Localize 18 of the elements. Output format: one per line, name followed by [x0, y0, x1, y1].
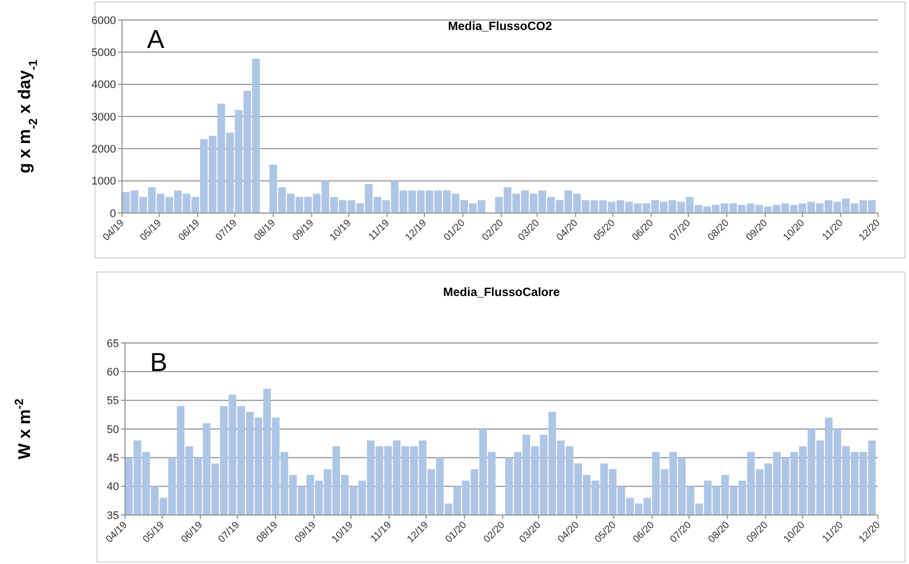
y-tick-label: 0	[110, 208, 116, 220]
y-tick-label: 60	[106, 366, 119, 379]
y-tick-label: 5000	[92, 47, 116, 60]
y-tick-label: 1000	[92, 176, 116, 188]
y-tick-label: 2000	[92, 144, 116, 156]
y-tick-label: 4000	[92, 79, 116, 92]
y-tick-label: 3000	[92, 111, 116, 124]
y-tick-label: 40	[106, 481, 119, 494]
y-tick-label: 35	[106, 510, 119, 522]
chart-title: Media_FlussoCalore	[443, 285, 560, 299]
annotation: B	[150, 347, 168, 377]
annotation: A	[147, 24, 165, 54]
y-tick-label: 55	[106, 395, 119, 408]
y-tick-label: 65	[106, 338, 119, 350]
y-tick-label: 6000	[92, 14, 116, 27]
y-tick-label: 50	[106, 424, 119, 436]
chart-title: Media_FlussoCO2	[448, 19, 552, 33]
y-tick-label: 45	[106, 452, 119, 465]
